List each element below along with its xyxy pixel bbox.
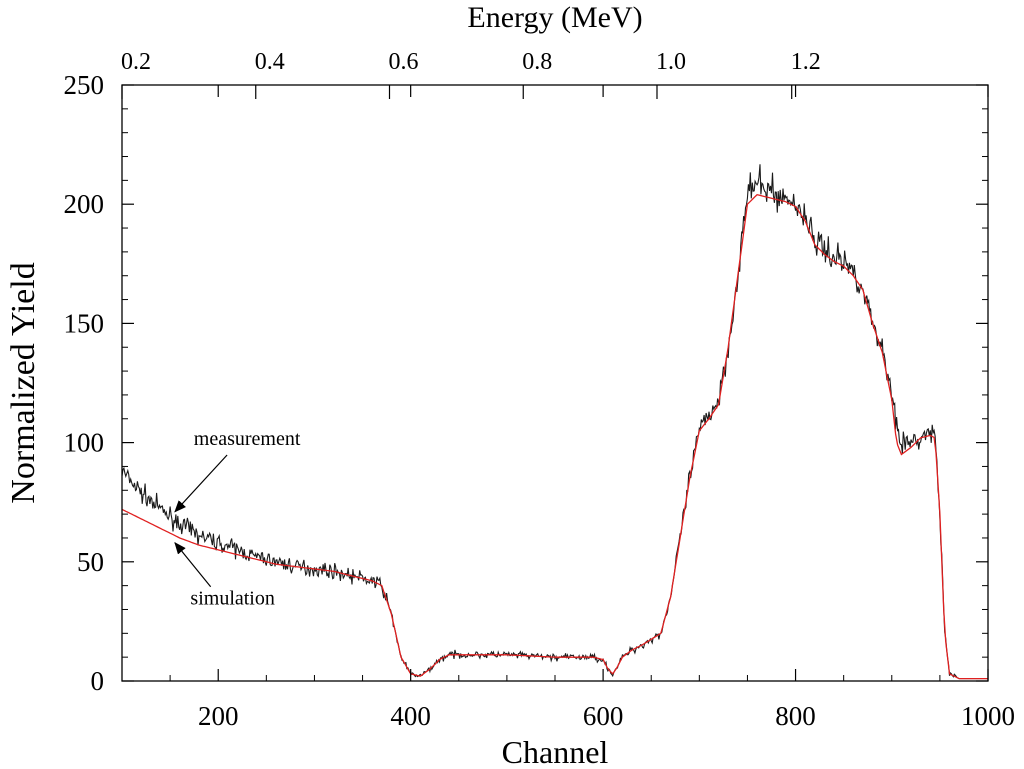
energy-tick-label: 1.2 (791, 49, 821, 75)
top-axis-title: Energy (MeV) (467, 1, 642, 34)
y-tick-label: 50 (77, 547, 104, 577)
x-tick-label: 200 (198, 701, 239, 731)
y-tick-label: 100 (64, 428, 105, 458)
x-axis-title: Channel (502, 734, 609, 769)
y-tick-label: 250 (64, 70, 105, 100)
x-tick-label: 800 (775, 701, 816, 731)
energy-tick-label: 0.4 (255, 49, 285, 75)
energy-tick-label: 0.2 (121, 49, 151, 75)
annotation-simulation: simulation (190, 588, 274, 610)
annotation-measurement: measurement (194, 428, 301, 450)
annotation-arrow (174, 541, 212, 588)
y-tick-label: 0 (91, 666, 105, 696)
y-tick-label: 150 (64, 308, 105, 338)
energy-tick-label: 1.0 (656, 49, 686, 75)
series-line-measurement (121, 164, 988, 680)
series-line-simulation (121, 193, 988, 680)
energy-tick-label: 0.8 (522, 49, 552, 75)
annotation-arrow (174, 454, 228, 513)
x-tick-label: 400 (390, 701, 431, 731)
y-tick-label: 200 (64, 189, 105, 219)
x-tick-label: 600 (583, 701, 624, 731)
y-axis-title: Normalized Yield (5, 262, 42, 503)
x-tick-label: 1000 (961, 701, 1015, 731)
energy-tick-label: 0.6 (388, 49, 418, 75)
